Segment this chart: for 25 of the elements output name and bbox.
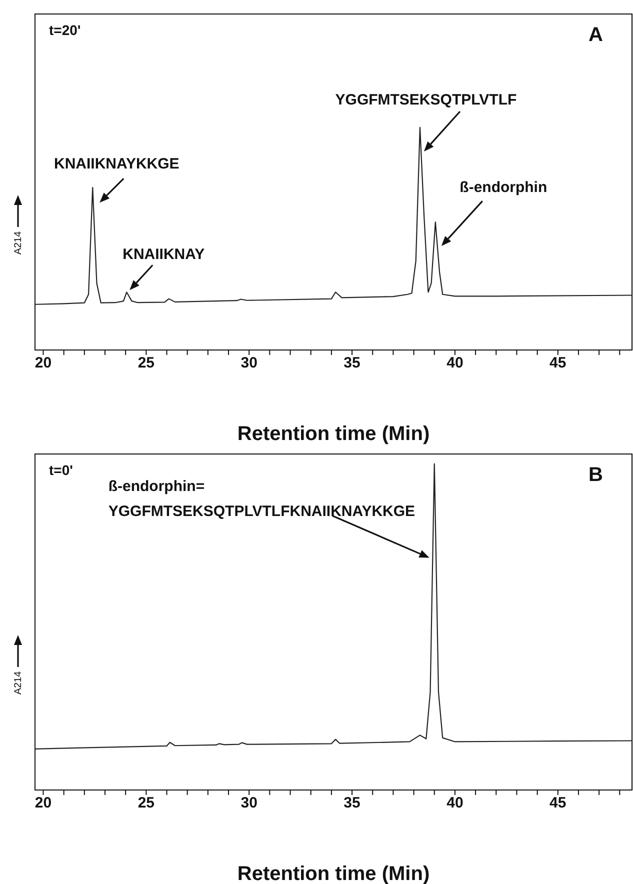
y-axis-title: A214 — [13, 670, 24, 695]
x-tick-label: 35 — [344, 354, 360, 372]
x-tick-label: 30 — [240, 354, 258, 372]
x-axis-title: Retention time (Min) — [236, 423, 431, 445]
annotation: ß-endorphin — [460, 179, 548, 196]
text: A — [588, 24, 603, 47]
annotation: B — [588, 464, 603, 487]
annotation: YGGFMTSEKSQTPLVTLF — [335, 91, 517, 108]
x-tick-label: 35 — [344, 794, 360, 812]
annotation: KNAIIKNAYKKGE — [54, 156, 180, 173]
text: t=20' — [49, 22, 81, 38]
x-tick-label: 40 — [446, 354, 464, 372]
x-tick-label: 30 — [240, 794, 258, 812]
x-axis-title: Retention time (Min) — [236, 863, 431, 884]
x-tick-label: 45 — [550, 354, 566, 372]
annotation: ß-endorphin= YGGFMTSEKSQTPLVTLFKNAIIKNAYKKGE — [108, 478, 416, 520]
x-tick-label: 45 — [550, 794, 566, 812]
y-axis-title: A214 — [13, 230, 24, 255]
annotation: KNAIIKNAY — [122, 246, 205, 264]
x-tick-label: 40 — [446, 794, 464, 812]
x-tick-label: 25 — [138, 354, 155, 372]
x-tick-label: 20 — [34, 354, 52, 372]
x-tick-label: 25 — [138, 794, 155, 812]
x-tick-label: 20 — [34, 794, 52, 812]
annotation: t=0' — [49, 462, 73, 478]
